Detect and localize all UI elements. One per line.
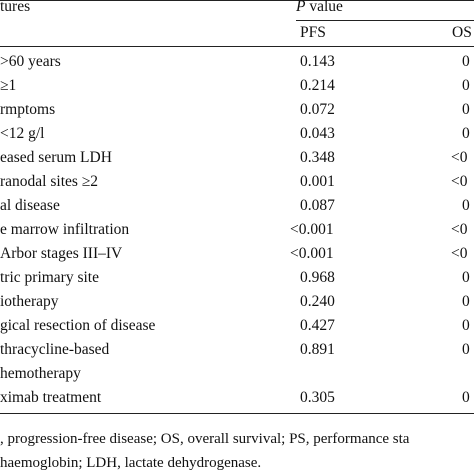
os-value: <0 bbox=[451, 221, 468, 238]
pfs-value: 0.214 bbox=[300, 77, 335, 94]
pfs-value: 0.143 bbox=[300, 53, 335, 70]
pfs-value: 0.240 bbox=[300, 293, 335, 310]
pfs-value: 0.968 bbox=[300, 269, 335, 286]
row-label: e marrow infiltration bbox=[0, 221, 130, 238]
row-label: ximab treatment bbox=[0, 389, 102, 406]
row-label: al disease bbox=[0, 197, 60, 214]
os-value: <0 bbox=[451, 173, 468, 190]
os-value: <0 bbox=[451, 245, 468, 262]
row-label: Arbor stages III–IV bbox=[0, 245, 123, 262]
os-value: 0 bbox=[462, 389, 470, 406]
row-label: iotherapy bbox=[0, 293, 59, 310]
pfs-value: 0.043 bbox=[300, 125, 335, 142]
pfs-value: <0.001 bbox=[290, 221, 334, 238]
top-rule bbox=[0, 0, 474, 1]
header-sub-rule bbox=[296, 20, 474, 21]
row-label: <12 g/l bbox=[0, 125, 45, 142]
header-rule bbox=[0, 46, 474, 47]
pfs-value: 0.087 bbox=[300, 197, 335, 214]
value-word: value bbox=[309, 0, 343, 15]
row-label: hemotherapy bbox=[0, 365, 81, 382]
pfs-value: 0.348 bbox=[300, 149, 335, 166]
pfs-value: <0.001 bbox=[290, 245, 334, 262]
row-label: >60 years bbox=[0, 53, 61, 70]
row-label: ranodal sites ≥2 bbox=[0, 173, 99, 190]
bottom-rule bbox=[0, 413, 474, 414]
os-value: 0 bbox=[462, 341, 470, 358]
footnote: , progression-free disease; OS, overall … bbox=[0, 431, 410, 447]
os-value: <0 bbox=[451, 149, 468, 166]
os-value: 0 bbox=[462, 293, 470, 310]
p-value-header: P value bbox=[296, 0, 343, 16]
os-value: 0 bbox=[462, 125, 470, 142]
os-value: 0 bbox=[462, 197, 470, 214]
pfs-value: 0.891 bbox=[300, 341, 335, 358]
footnote: haemoglobin; LDH, lactate dehydrogenase. bbox=[0, 455, 262, 471]
features-header: tures bbox=[0, 0, 31, 15]
row-label: gical resection of disease bbox=[0, 317, 156, 334]
os-header: OS bbox=[452, 24, 472, 41]
pfs-value: 0.072 bbox=[300, 101, 335, 118]
pfs-value: 0.305 bbox=[300, 389, 335, 406]
row-label: ≥1 bbox=[0, 77, 17, 94]
row-label: eased serum LDH bbox=[0, 149, 112, 166]
pfs-header: PFS bbox=[300, 24, 326, 41]
os-value: 0 bbox=[462, 269, 470, 286]
os-value: 0 bbox=[462, 317, 470, 334]
pfs-value: 0.427 bbox=[300, 317, 335, 334]
row-label: tric primary site bbox=[0, 269, 99, 286]
row-label: rmptoms bbox=[0, 101, 56, 118]
p-italic: P bbox=[296, 0, 306, 15]
os-value: 0 bbox=[462, 101, 470, 118]
os-value: 0 bbox=[462, 53, 470, 70]
row-label: thracycline-based bbox=[0, 341, 110, 358]
pfs-value: 0.001 bbox=[300, 173, 335, 190]
os-value: 0 bbox=[462, 77, 470, 94]
